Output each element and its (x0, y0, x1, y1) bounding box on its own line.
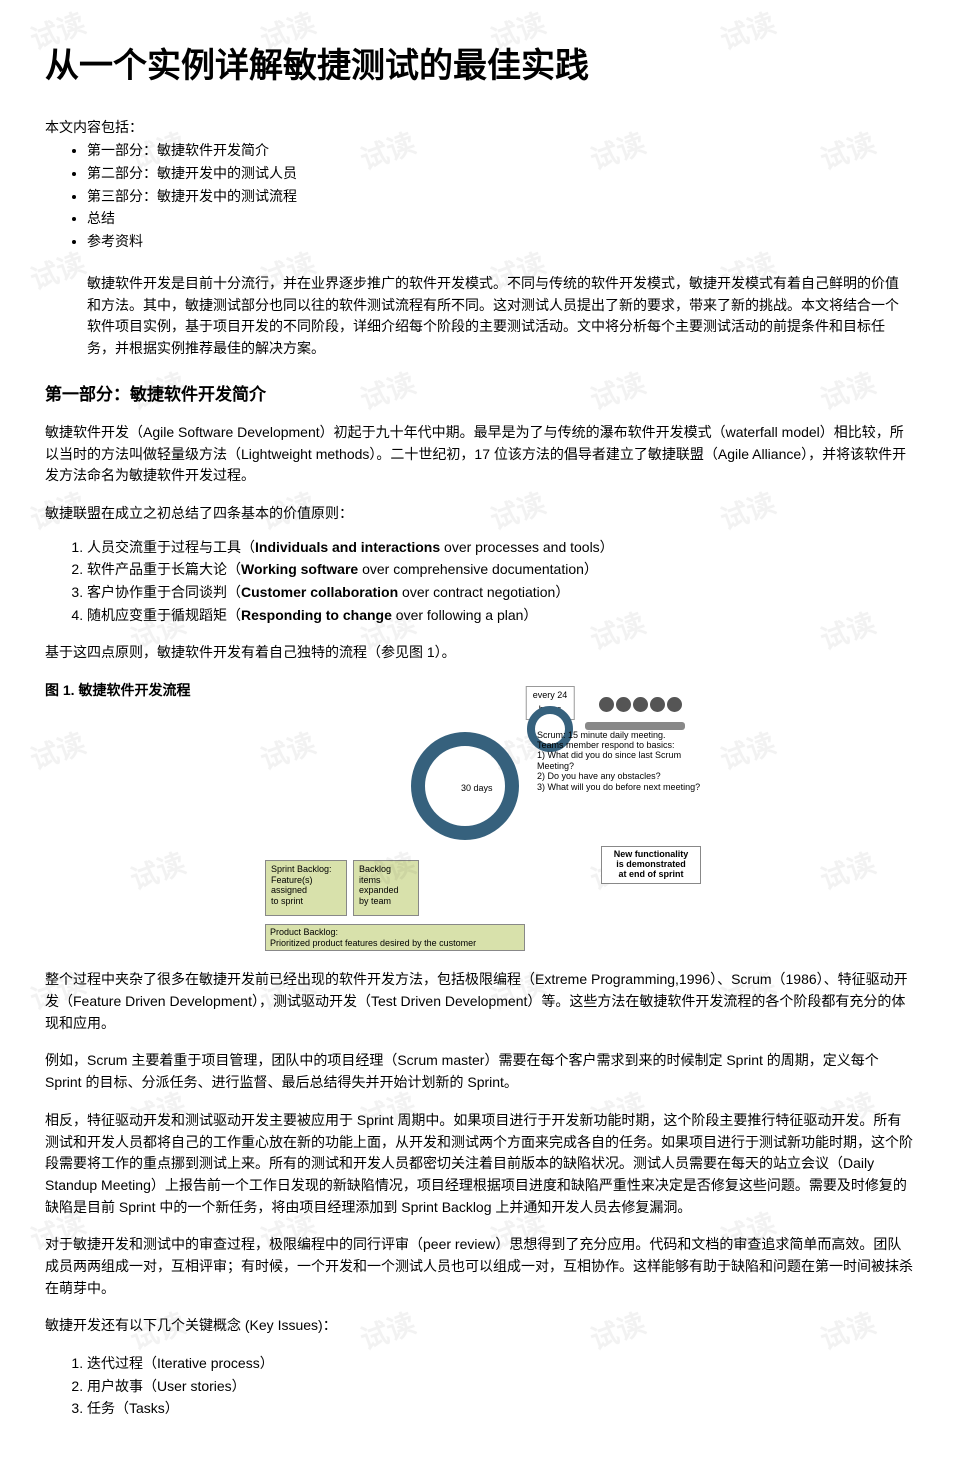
intro-paragraph: 敏捷软件开发是目前十分流行，并在业界逐步推广的软件开发模式。不同与传统的软件开发… (87, 273, 905, 360)
toc-item: 第三部分：敏捷开发中的测试流程 (87, 186, 915, 208)
key-concepts-intro: 敏捷开发还有以下几个关键概念 (Key Issues)： (45, 1315, 915, 1337)
scrum-paragraph: 例如，Scrum 主要着重于项目管理，团队中的项目经理（Scrum master… (45, 1050, 915, 1093)
figure-caption: 图 1. 敏捷软件开发流程 (45, 680, 915, 702)
product-backlog-box: Product Backlog: Prioritized product fea… (265, 924, 525, 952)
backlog-items-box: Backlog items expanded by team (353, 860, 419, 916)
toc-item: 总结 (87, 208, 915, 230)
toc-list: 第一部分：敏捷软件开发简介第二部分：敏捷开发中的测试人员第三部分：敏捷开发中的测… (87, 140, 915, 252)
key-concept-item: 任务（Tasks） (87, 1398, 915, 1420)
principle-item: 人员交流重于过程与工具（Individuals and interactions… (87, 537, 915, 559)
key-concept-item: 迭代过程（Iterative process） (87, 1353, 915, 1375)
section-heading-part1: 第一部分：敏捷软件开发简介 (45, 382, 915, 408)
review-paragraph: 对于敏捷开发和测试中的审查过程，极限编程中的同行评审（peer review）思… (45, 1234, 915, 1299)
meeting-illustration (585, 696, 695, 746)
toc-item: 第一部分：敏捷软件开发简介 (87, 140, 915, 162)
principles-intro: 敏捷联盟在成立之初总结了四条基本的价值原则： (45, 503, 915, 525)
agile-intro-paragraph: 敏捷软件开发（Agile Software Development）初起于九十年… (45, 422, 915, 487)
principle-item: 客户协作重于合同谈判（Customer collaboration over c… (87, 582, 915, 604)
principle-item: 软件产品重于长篇大论（Working software over compreh… (87, 559, 915, 581)
watermark-text: 试读 (24, 242, 91, 302)
key-concept-item: 用户故事（User stories） (87, 1376, 915, 1398)
demo-box: New functionality is demonstrated at end… (601, 846, 701, 884)
document-title: 从一个实例详解敏捷测试的最佳实践 (45, 40, 915, 93)
toc-intro: 本文内容包括： (45, 117, 915, 139)
toc-item: 参考资料 (87, 231, 915, 253)
toc-item: 第二部分：敏捷开发中的测试人员 (87, 163, 915, 185)
figure-1: every 24 hours 30 days Scrum: 15 minute … (45, 716, 915, 952)
fdd-paragraph: 相反，特征驱动开发和测试驱动开发主要被应用于 Sprint 周期中。如果项目进行… (45, 1110, 915, 1218)
methods-paragraph: 整个过程中夹杂了很多在敏捷开发前已经出现的软件开发方法，包括极限编程（Extre… (45, 969, 915, 1034)
based-paragraph: 基于这四点原则，敏捷软件开发有着自己独特的流程（参见图 1）。 (45, 642, 915, 664)
key-concepts-list: 迭代过程（Iterative process）用户故事（User stories… (87, 1353, 915, 1420)
principles-list: 人员交流重于过程与工具（Individuals and interactions… (87, 537, 915, 627)
sprint-backlog-box: Sprint Backlog: Feature(s) assigned to s… (265, 860, 347, 916)
principle-item: 随机应变重于循规蹈矩（Responding to change over fol… (87, 605, 915, 627)
thirty-days-label: 30 days (461, 782, 493, 796)
